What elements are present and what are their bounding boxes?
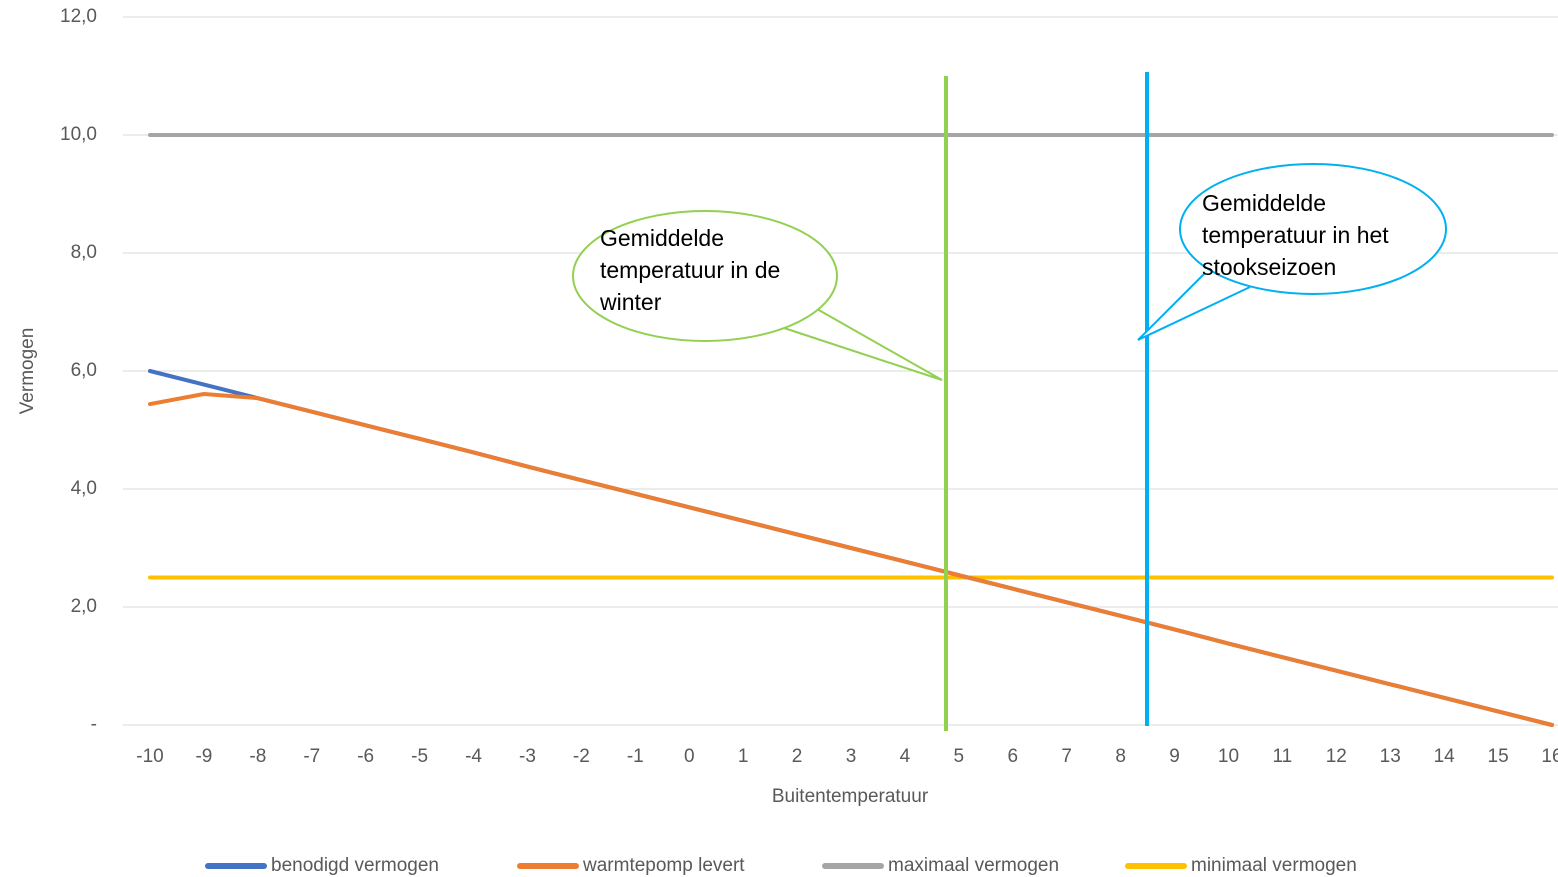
y-tick-label: 12,0 <box>60 6 97 27</box>
y-tick-label: 8,0 <box>71 242 97 263</box>
x-tick-label: -3 <box>519 746 536 767</box>
x-tick-label: 2 <box>792 746 803 767</box>
x-tick-label: 14 <box>1434 746 1456 767</box>
x-tick-label: 9 <box>1169 746 1180 767</box>
x-tick-label: -5 <box>411 746 428 767</box>
annotation: stookseizoen <box>1202 254 1336 280</box>
x-tick-label: -4 <box>465 746 482 767</box>
grid <box>123 16 1558 726</box>
annotation: temperatuur in het <box>1202 222 1389 248</box>
x-tick-label: 16 <box>1541 746 1558 767</box>
y-tick-label: 6,0 <box>71 360 97 381</box>
series <box>148 133 1554 727</box>
annotation: Gemiddelde <box>1202 190 1326 216</box>
x-tick-label: 4 <box>900 746 911 767</box>
annotation: Gemiddelde <box>600 225 724 251</box>
x-tick-label: 0 <box>684 746 695 767</box>
series-line <box>148 392 1554 727</box>
x-tick-label: -8 <box>249 746 266 767</box>
annotation: winter <box>599 289 662 315</box>
x-tick-label: -6 <box>357 746 374 767</box>
callout <box>1179 163 1447 295</box>
legend-label: minimaal vermogen <box>1191 855 1357 876</box>
x-tick-label: 12 <box>1326 746 1347 767</box>
annotation: temperatuur in de <box>600 257 780 283</box>
legend-label: maximaal vermogen <box>888 855 1059 876</box>
x-tick-label: 6 <box>1007 746 1018 767</box>
y-axis-label: Vermogen <box>17 328 38 415</box>
legend-label: benodigd vermogen <box>271 855 439 876</box>
y-tick-label: 4,0 <box>71 478 97 499</box>
x-tick-label: 11 <box>1273 746 1293 767</box>
legend-label: warmtepomp levert <box>582 855 745 876</box>
x-tick-label: -10 <box>136 746 163 767</box>
y-tick-label: - <box>91 714 97 735</box>
x-tick-label: 10 <box>1218 746 1239 767</box>
y-tick-label: 2,0 <box>71 596 97 617</box>
x-tick-label: -2 <box>573 746 590 767</box>
x-axis-label: Buitentemperatuur <box>772 786 929 807</box>
callout-tail <box>1137 272 1251 341</box>
callout <box>572 210 838 342</box>
x-tick-label: 1 <box>738 746 749 767</box>
x-tick-label: 8 <box>1115 746 1126 767</box>
x-tick-label: 13 <box>1380 746 1401 767</box>
x-tick-label: 15 <box>1488 746 1509 767</box>
callout-tail <box>783 308 943 381</box>
x-tick-label: 7 <box>1061 746 1072 767</box>
x-tick-label: -1 <box>627 746 644 767</box>
y-tick-label: 10,0 <box>60 124 97 145</box>
x-tick-label: 5 <box>954 746 965 767</box>
x-tick-label: 3 <box>846 746 857 767</box>
x-tick-label: -9 <box>195 746 212 767</box>
x-tick-label: -7 <box>303 746 320 767</box>
